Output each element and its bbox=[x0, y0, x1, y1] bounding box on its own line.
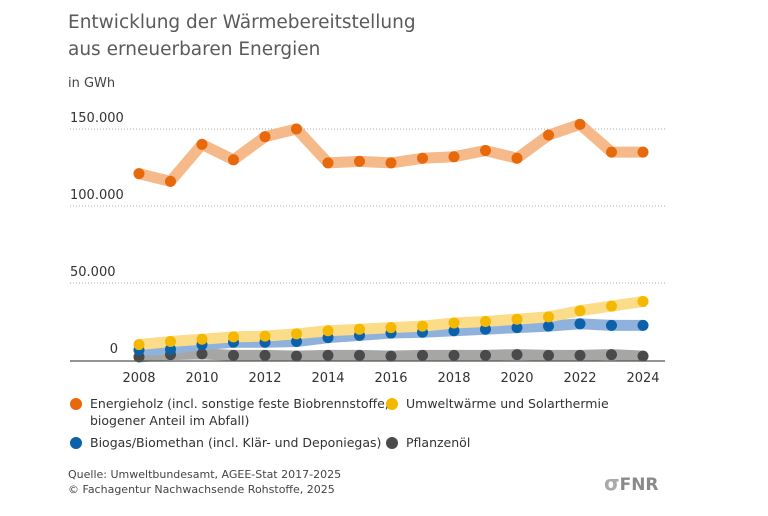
data-point bbox=[417, 320, 428, 332]
legend-marker-biogas bbox=[66, 437, 86, 449]
x-tick-label: 2008 bbox=[122, 371, 155, 386]
data-point bbox=[448, 325, 460, 337]
plot-area: 0 50.000 100.000 150.000 2008 2010 2012 2014 201… bbox=[70, 111, 665, 386]
data-point bbox=[133, 168, 145, 180]
data-point bbox=[637, 295, 649, 307]
data-point bbox=[385, 322, 397, 334]
legend-item-energieholz: Energieholz (incl. sonstige feste Biobre… bbox=[66, 395, 389, 429]
data-point bbox=[291, 350, 302, 362]
data-point bbox=[448, 349, 460, 361]
data-point bbox=[417, 152, 428, 164]
data-point bbox=[480, 316, 491, 327]
x-tick-label: 2012 bbox=[248, 371, 281, 386]
data-point bbox=[354, 323, 365, 335]
y-axis-unit: in GWh bbox=[68, 76, 116, 91]
data-point bbox=[228, 349, 239, 361]
data-point bbox=[574, 349, 586, 361]
x-tick-label: 2014 bbox=[311, 371, 344, 386]
data-point bbox=[480, 145, 491, 157]
data-point bbox=[385, 350, 397, 362]
data-point bbox=[511, 349, 523, 361]
data-point bbox=[606, 349, 617, 361]
data-point bbox=[637, 146, 649, 158]
source-note: Quelle: Umweltbundesamt, AGEE-Stat 2017-… bbox=[68, 467, 341, 497]
legend-marker-umweltwaerme bbox=[382, 398, 402, 410]
data-point bbox=[543, 349, 554, 361]
y-tick-label: 0 bbox=[110, 342, 118, 357]
data-point bbox=[385, 157, 397, 169]
series-band-0 bbox=[133, 118, 649, 187]
data-point bbox=[417, 349, 428, 361]
data-point bbox=[291, 123, 302, 135]
y-tick-label: 100.000 bbox=[70, 188, 124, 203]
fnr-logo: σFNR bbox=[604, 471, 659, 495]
data-point bbox=[543, 129, 554, 141]
y-tick-label: 150.000 bbox=[70, 111, 124, 126]
data-point bbox=[606, 300, 617, 312]
legend-label: Energieholz (incl. sonstige feste Biobre… bbox=[90, 396, 389, 411]
data-point bbox=[606, 146, 617, 158]
y-tick-label: 50.000 bbox=[70, 265, 116, 280]
data-point bbox=[511, 313, 523, 325]
data-point bbox=[480, 323, 491, 335]
logo-text: FNR bbox=[619, 475, 659, 495]
data-point bbox=[322, 325, 334, 337]
data-point bbox=[196, 138, 208, 150]
data-point bbox=[354, 155, 365, 167]
data-point bbox=[291, 328, 302, 340]
data-point bbox=[165, 175, 176, 187]
x-tick-label: 2024 bbox=[626, 371, 659, 386]
data-point bbox=[543, 320, 554, 332]
data-point bbox=[448, 317, 460, 329]
data-point bbox=[637, 350, 649, 362]
data-point bbox=[322, 157, 334, 169]
data-point bbox=[228, 331, 239, 343]
data-point bbox=[448, 151, 460, 163]
legend-marker-energieholz bbox=[66, 398, 86, 410]
source-line: Quelle: Umweltbundesamt, AGEE-Stat 2017-… bbox=[68, 468, 342, 481]
data-point bbox=[196, 333, 208, 345]
data-point bbox=[480, 349, 491, 361]
data-point bbox=[259, 131, 271, 143]
legend-marker-pflanzenoel bbox=[382, 437, 402, 449]
data-point bbox=[606, 319, 617, 331]
data-point bbox=[196, 348, 208, 360]
data-point bbox=[291, 336, 302, 348]
legend-item-umweltwaerme: Umweltwärme und Solarthermie bbox=[382, 395, 609, 412]
data-point bbox=[354, 349, 365, 361]
data-point bbox=[574, 305, 586, 317]
data-point bbox=[574, 118, 586, 130]
copyright-line: © Fachagentur Nachwachsende Rohstoffe, 2… bbox=[68, 483, 335, 496]
legend-label: Pflanzenöl bbox=[406, 435, 471, 450]
data-point bbox=[259, 349, 271, 361]
x-tick-label: 2020 bbox=[500, 371, 533, 386]
title-line-1: Entwicklung der Wärmebereitstellung bbox=[68, 12, 416, 33]
logo-swoosh-icon: σ bbox=[604, 471, 620, 495]
data-point bbox=[543, 311, 554, 323]
legend-item-pflanzenoel: Pflanzenöl bbox=[382, 434, 471, 451]
data-point bbox=[574, 318, 586, 330]
data-point bbox=[511, 152, 523, 164]
legend-label: biogener Anteil im Abfall) bbox=[90, 413, 250, 428]
data-point bbox=[133, 339, 145, 351]
legend-label: Umweltwärme und Solarthermie bbox=[406, 396, 609, 411]
legend-item-biogas: Biogas/Biomethan (incl. Klär- und Deponi… bbox=[66, 434, 382, 451]
x-tick-label: 2022 bbox=[563, 371, 596, 386]
data-point bbox=[165, 336, 176, 348]
chart-title: Entwicklung der Wärmebereitstellung aus … bbox=[68, 9, 416, 63]
x-tick-label: 2016 bbox=[374, 371, 407, 386]
data-point bbox=[322, 349, 334, 361]
x-tick-label: 2010 bbox=[185, 371, 218, 386]
data-point bbox=[511, 322, 523, 334]
legend-label: Biogas/Biomethan (incl. Klär- und Deponi… bbox=[90, 435, 382, 450]
title-line-2: aus erneuerbaren Energien bbox=[68, 39, 321, 60]
data-point bbox=[228, 154, 239, 166]
x-tick-label: 2018 bbox=[437, 371, 470, 386]
data-point bbox=[165, 343, 176, 355]
data-point bbox=[637, 319, 649, 331]
data-point bbox=[259, 330, 271, 342]
